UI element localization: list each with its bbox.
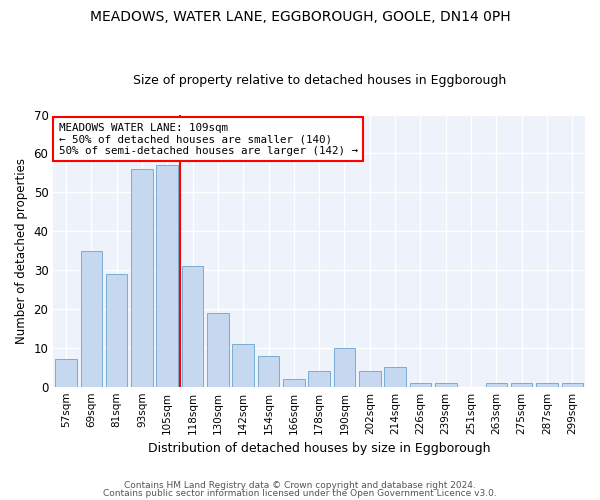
Bar <box>308 371 330 386</box>
Bar <box>385 367 406 386</box>
Bar <box>410 383 431 386</box>
Bar <box>511 383 532 386</box>
Bar <box>258 356 279 386</box>
Bar <box>562 383 583 386</box>
Bar <box>207 313 229 386</box>
X-axis label: Distribution of detached houses by size in Eggborough: Distribution of detached houses by size … <box>148 442 490 455</box>
Bar <box>80 250 102 386</box>
Bar <box>359 371 380 386</box>
Text: MEADOWS, WATER LANE, EGGBOROUGH, GOOLE, DN14 0PH: MEADOWS, WATER LANE, EGGBOROUGH, GOOLE, … <box>89 10 511 24</box>
Bar <box>435 383 457 386</box>
Bar <box>131 169 152 386</box>
Bar <box>334 348 355 387</box>
Bar <box>106 274 127 386</box>
Bar <box>55 360 77 386</box>
Bar <box>283 379 305 386</box>
Text: Contains public sector information licensed under the Open Government Licence v3: Contains public sector information licen… <box>103 488 497 498</box>
Text: Contains HM Land Registry data © Crown copyright and database right 2024.: Contains HM Land Registry data © Crown c… <box>124 481 476 490</box>
Title: Size of property relative to detached houses in Eggborough: Size of property relative to detached ho… <box>133 74 506 87</box>
Bar <box>485 383 507 386</box>
Bar <box>182 266 203 386</box>
Bar <box>157 165 178 386</box>
Text: MEADOWS WATER LANE: 109sqm
← 50% of detached houses are smaller (140)
50% of sem: MEADOWS WATER LANE: 109sqm ← 50% of deta… <box>59 122 358 156</box>
Bar <box>536 383 558 386</box>
Y-axis label: Number of detached properties: Number of detached properties <box>15 158 28 344</box>
Bar <box>232 344 254 387</box>
